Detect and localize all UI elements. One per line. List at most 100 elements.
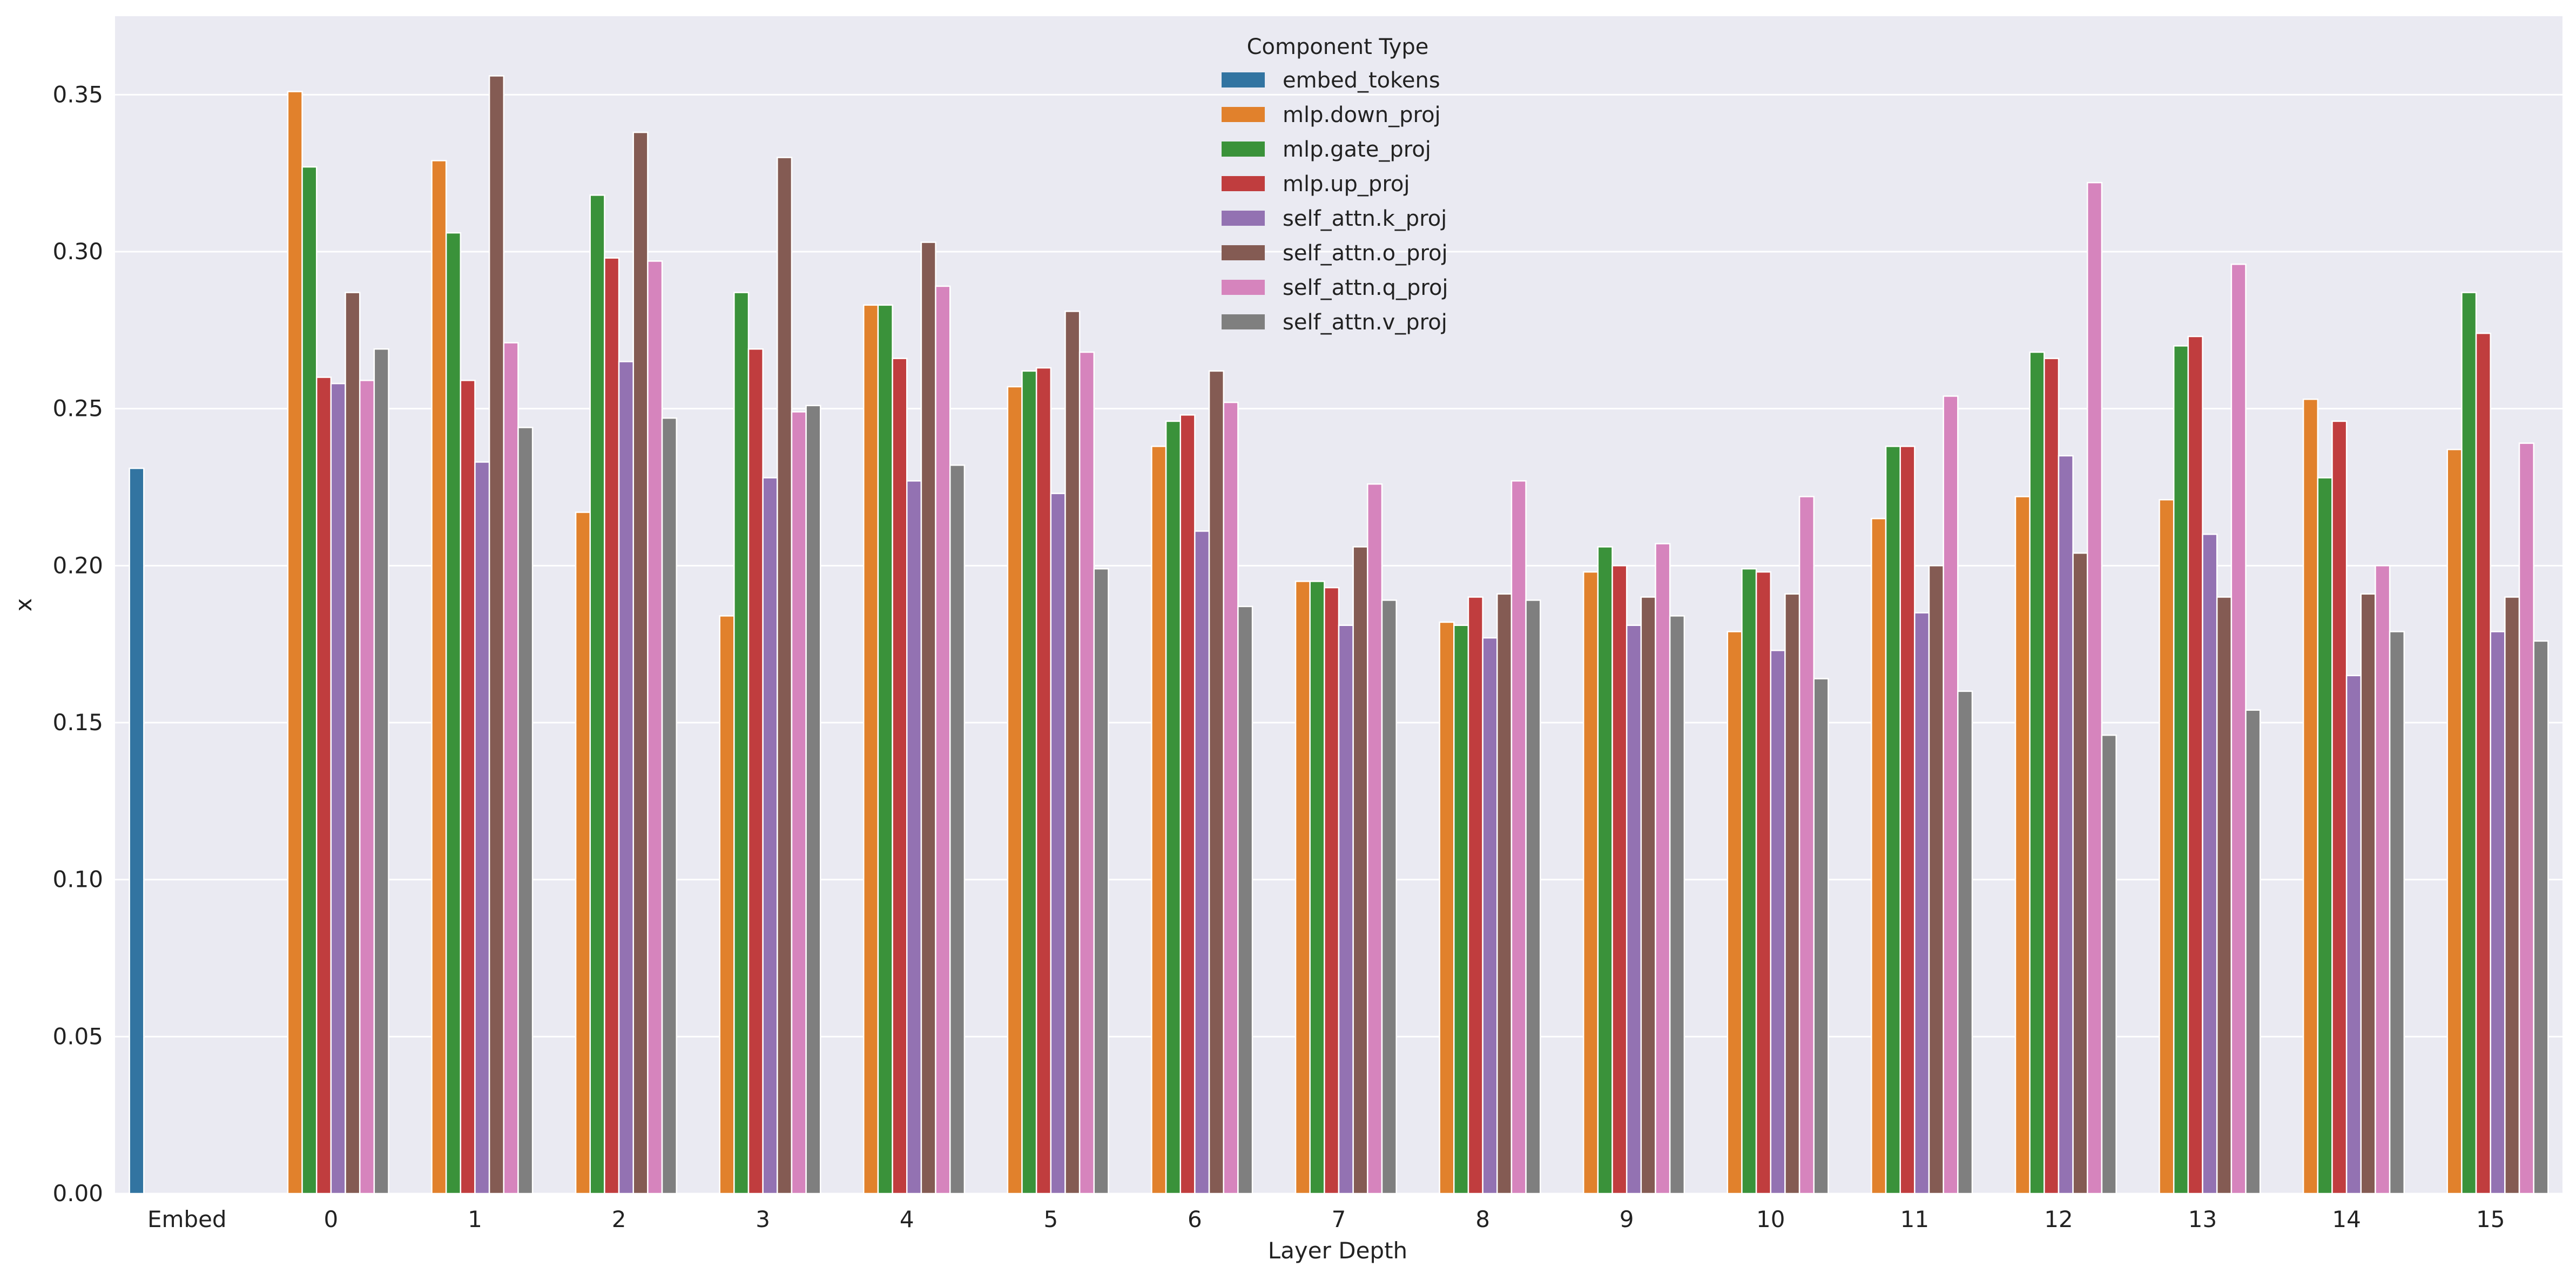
bar — [1582, 571, 1599, 1195]
y-tick-label: 0.20 — [52, 552, 103, 578]
y-tick-label: 0.35 — [52, 81, 103, 107]
bar — [2245, 709, 2261, 1195]
bar — [1640, 596, 1656, 1195]
bar — [2317, 477, 2333, 1195]
legend-swatch — [1222, 176, 1265, 191]
bar — [2101, 735, 2117, 1195]
bar — [632, 131, 649, 1195]
bar — [1294, 581, 1311, 1195]
x-axis-label: Layer Depth — [1268, 1237, 1407, 1264]
bar — [431, 160, 447, 1195]
bar — [762, 477, 778, 1195]
x-tick-label: 15 — [2476, 1206, 2505, 1232]
bar — [1482, 637, 1498, 1195]
y-tick-label: 0.00 — [52, 1180, 103, 1207]
x-tick-label: 6 — [1188, 1206, 1202, 1232]
bar — [1467, 596, 1483, 1195]
bar — [2345, 675, 2362, 1195]
bar — [1439, 621, 1455, 1195]
bar — [1669, 615, 1685, 1195]
x-tick-label: 1 — [468, 1206, 482, 1232]
bar — [1352, 546, 1368, 1195]
bar — [1798, 496, 1815, 1195]
legend-swatch — [1222, 314, 1265, 329]
bar — [618, 361, 634, 1195]
x-tick-label: 14 — [2332, 1206, 2361, 1232]
bar — [661, 417, 677, 1195]
legend-label: self_attn.q_proj — [1283, 275, 1448, 300]
bar — [2518, 442, 2534, 1195]
legend-label: self_attn.k_proj — [1283, 206, 1447, 231]
bar — [747, 348, 764, 1195]
bar — [1727, 631, 1743, 1195]
bar — [2072, 552, 2088, 1195]
y-axis-ticks: 0.00 0.05 0.10 0.15 0.20 0.25 0.30 0.35 — [52, 81, 103, 1207]
legend-label: self_attn.v_proj — [1283, 310, 1447, 335]
bar — [373, 348, 389, 1195]
bar — [301, 166, 318, 1195]
bar — [1611, 565, 1628, 1195]
y-axis-label: x — [10, 598, 37, 612]
bar — [2029, 351, 2045, 1195]
bar — [460, 380, 476, 1195]
bar — [906, 480, 922, 1195]
bar — [1655, 543, 1671, 1195]
bar — [1928, 565, 1944, 1195]
bar — [2230, 264, 2247, 1195]
x-tick-label: 9 — [1620, 1206, 1634, 1232]
bar — [647, 260, 663, 1195]
bar — [1943, 395, 1959, 1195]
x-tick-label: 2 — [612, 1206, 626, 1232]
legend-title: Component Type — [1247, 35, 1429, 59]
bar — [604, 257, 620, 1195]
y-tick-label: 0.25 — [52, 395, 103, 422]
legend-swatch — [1222, 245, 1265, 260]
bar — [1309, 581, 1325, 1195]
bar — [1597, 546, 1613, 1195]
bar — [935, 285, 951, 1195]
bar — [1899, 446, 1916, 1195]
x-tick-label: 7 — [1332, 1206, 1346, 1232]
bar — [345, 292, 361, 1195]
bar — [1237, 605, 1253, 1195]
bar — [1035, 367, 1052, 1195]
bar — [2461, 292, 2477, 1195]
bar — [1151, 446, 1167, 1195]
bar — [805, 405, 821, 1195]
bar — [1885, 446, 1901, 1195]
bar — [1755, 571, 1772, 1195]
bar — [2360, 593, 2376, 1195]
legend-label: embed_tokens — [1283, 68, 1440, 93]
bar — [791, 411, 807, 1195]
x-tick-label: 10 — [1756, 1206, 1785, 1232]
bar — [287, 91, 303, 1195]
bar — [575, 511, 591, 1195]
x-tick-label: 3 — [756, 1206, 770, 1232]
bar — [330, 382, 346, 1195]
bar — [1914, 612, 1930, 1195]
x-tick-label: 0 — [324, 1206, 339, 1232]
bar — [1194, 530, 1210, 1195]
bar — [949, 464, 966, 1195]
bar — [877, 304, 893, 1195]
bar — [315, 376, 332, 1195]
bars — [129, 75, 2549, 1195]
bar — [2533, 640, 2549, 1195]
legend-label: mlp.up_proj — [1283, 172, 1410, 197]
legend-swatch — [1222, 142, 1265, 157]
y-tick-label: 0.10 — [52, 866, 103, 893]
bar — [2504, 596, 2520, 1195]
bar — [2475, 332, 2491, 1195]
legend-swatch — [1222, 72, 1265, 87]
bar — [1165, 420, 1182, 1195]
bar — [1050, 493, 1066, 1195]
bar — [1525, 599, 1541, 1195]
bar — [2302, 398, 2319, 1195]
bar — [1813, 678, 1829, 1195]
x-tick-label: 11 — [1900, 1206, 1929, 1232]
bar — [2202, 533, 2218, 1195]
bar — [2187, 335, 2203, 1195]
bar — [488, 75, 505, 1195]
bar — [2058, 455, 2074, 1195]
